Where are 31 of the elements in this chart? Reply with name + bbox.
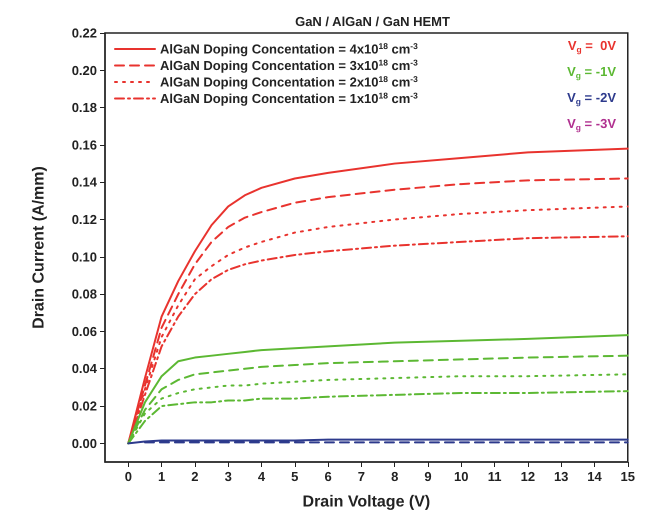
x-tick-label: 4 <box>258 469 266 484</box>
x-tick-label: 3 <box>224 469 232 484</box>
y-tick-label: 0.02 <box>72 398 97 414</box>
y-tick-label: 0.04 <box>72 361 98 376</box>
x-tick-label: 13 <box>554 469 568 484</box>
x-tick-label: 0 <box>124 469 132 484</box>
x-tick-label: 10 <box>454 469 469 484</box>
x-tick-label: 7 <box>358 469 366 484</box>
x-tick-label: 5 <box>291 469 298 484</box>
y-tick-label: 0.08 <box>72 286 97 302</box>
y-tick-label: 0.18 <box>72 100 97 116</box>
x-tick-label: 15 <box>620 469 636 484</box>
x-tick-label: 2 <box>191 469 199 484</box>
x-tick-label: 6 <box>324 469 332 484</box>
y-tick-label: 0.14 <box>72 174 98 190</box>
x-tick-label: 8 <box>391 469 398 484</box>
x-tick-label: 1 <box>158 469 166 484</box>
y-tick-label: 0.12 <box>72 212 97 228</box>
x-tick-label: 12 <box>520 469 536 484</box>
x-axis-title: Drain Voltage (V) <box>302 494 430 510</box>
chart-title: GaN / AlGaN / GaN HEMT <box>295 14 450 29</box>
y-tick-label: 0.16 <box>72 137 97 152</box>
y-tick-label: 0.00 <box>72 436 97 451</box>
x-tick-label: 9 <box>424 469 432 484</box>
y-axis-title: Drain Current (A/mm) <box>30 166 48 329</box>
y-tick-label: 0.06 <box>72 324 97 339</box>
x-tick-label: 14 <box>587 469 602 484</box>
y-tick-label: 0.22 <box>72 26 97 40</box>
x-tick-label: 11 <box>488 469 502 484</box>
y-tick-label: 0.20 <box>72 62 97 78</box>
y-tick-label: 0.10 <box>72 249 97 264</box>
